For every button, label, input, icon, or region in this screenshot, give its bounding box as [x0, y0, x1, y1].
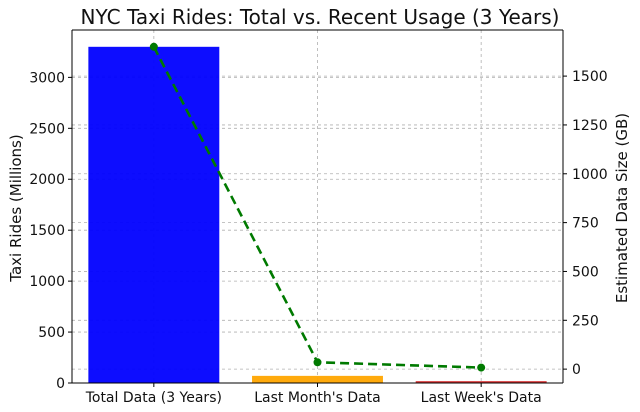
y-right-tick-label: 1000 — [572, 167, 608, 183]
y-right-tick-label: 500 — [572, 264, 599, 280]
y-left-tick-label: 0 — [56, 376, 65, 392]
bar — [415, 381, 547, 383]
x-tick-label: Total Data (3 Years) — [85, 390, 222, 406]
line-point — [477, 363, 486, 372]
bar — [252, 375, 383, 383]
bars — [88, 46, 547, 384]
line-point — [313, 358, 322, 367]
y-right-tick-label: 0 — [572, 362, 581, 378]
y-left-tick-label: 1000 — [29, 274, 65, 290]
line-point — [149, 42, 158, 51]
x-tick-label: Last Week's Data — [421, 390, 542, 406]
y-left-axis-label: Taxi Rides (Millions) — [7, 134, 25, 282]
y-right-tick-label: 1500 — [572, 69, 608, 85]
line-series — [149, 42, 486, 372]
y-left-tick-label: 3000 — [29, 70, 65, 86]
axes: 0 500 1000 1500 2000 2500 3000 0 250 500 750 1000 12… — [29, 29, 608, 406]
chart-title: NYC Taxi Rides: Total vs. Recent Usage (… — [81, 5, 560, 29]
x-tick-label: Last Month's Data — [254, 390, 381, 406]
y-left-tick-label: 2500 — [29, 121, 65, 137]
bar — [88, 46, 220, 384]
y-right-tick-label: 1250 — [572, 118, 608, 134]
y-left-tick-label: 2000 — [29, 172, 65, 188]
y-left-tick-label: 1500 — [29, 223, 65, 239]
y-right-axis-label: Estimated Data Size (GB) — [613, 113, 631, 303]
y-left-tick-label: 500 — [38, 325, 65, 341]
y-right-tick-label: 250 — [572, 313, 599, 329]
y-right-tick-label: 750 — [572, 216, 599, 232]
